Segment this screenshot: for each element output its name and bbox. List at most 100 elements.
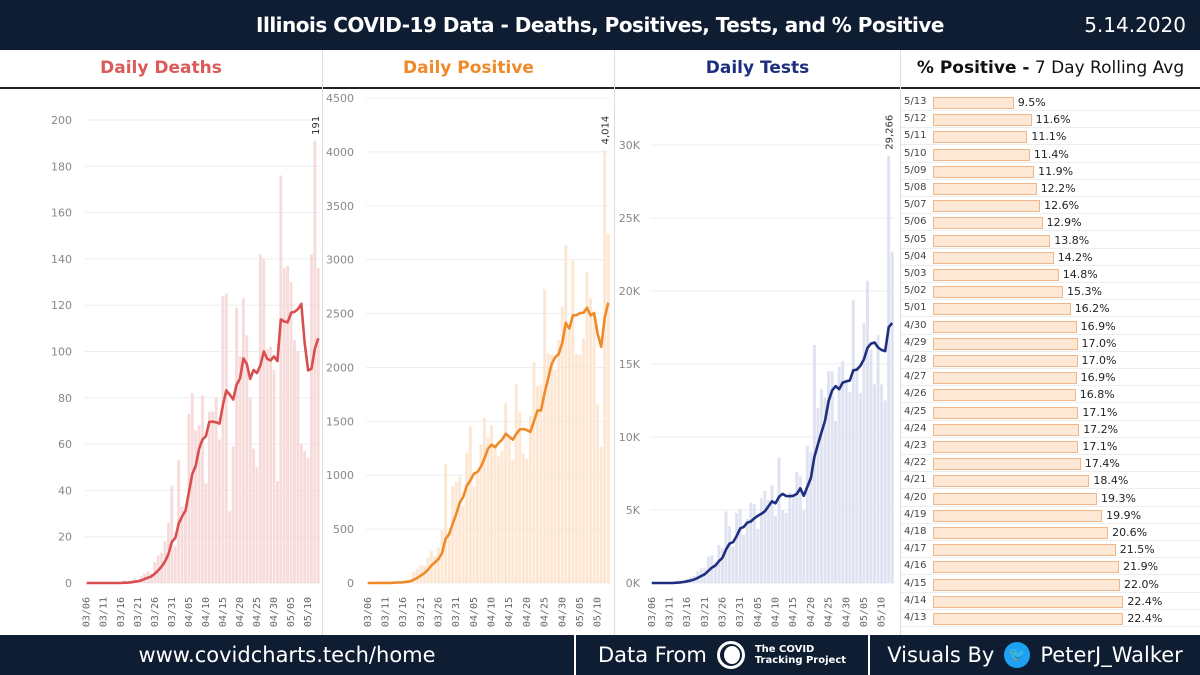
- pct-bar: [933, 131, 1028, 144]
- y-tick-label: 160: [51, 207, 72, 220]
- bar: [774, 515, 777, 583]
- pct-value: 11.1%: [1031, 130, 1067, 144]
- page-title: Illinois COVID-19 Data - Deaths, Positiv…: [256, 13, 944, 37]
- pct-row: 4/13 22.4%: [901, 611, 1200, 627]
- bar: [820, 388, 823, 583]
- bar: [731, 546, 735, 583]
- pct-row-date: 4/17: [904, 543, 927, 555]
- pct-bar: [933, 509, 1103, 522]
- x-tick-label: 03/31: [735, 597, 746, 627]
- website-url[interactable]: www.covidcharts.tech/home: [138, 643, 436, 667]
- x-tick-label: 03/21: [133, 597, 144, 627]
- pct-row: 5/09 11.9%: [901, 164, 1200, 180]
- bar: [444, 463, 447, 583]
- pct-bar: [933, 251, 1054, 264]
- pct-row-date: 4/19: [904, 508, 927, 520]
- x-tick-label: 04/20: [522, 597, 533, 627]
- x-tick-label: 03/21: [416, 597, 427, 627]
- y-tick-label: 180: [51, 160, 72, 173]
- bar: [255, 467, 259, 583]
- x-tick-label: 04/10: [487, 597, 498, 627]
- x-tick-label: 03/06: [82, 597, 93, 627]
- credits: Visuals By 🐦 PeterJ_Walker: [870, 635, 1200, 675]
- pct-row: 4/15 22.0%: [901, 577, 1200, 593]
- bar: [564, 244, 568, 583]
- pct-row: 5/05 13.8%: [901, 233, 1200, 249]
- bar: [293, 339, 296, 583]
- deaths-title: Daily Deaths: [0, 50, 323, 87]
- x-tick-label: 04/05: [753, 597, 764, 627]
- bar: [880, 384, 884, 583]
- divider: [322, 50, 323, 635]
- bar: [830, 371, 834, 583]
- bar: [599, 446, 603, 583]
- pct-bar: [933, 458, 1081, 471]
- pct-row: 5/10 11.4%: [901, 147, 1200, 163]
- twitter-handle[interactable]: PeterJ_Walker: [1040, 643, 1183, 667]
- bar: [784, 512, 788, 583]
- pct-row: 4/30 16.9%: [901, 319, 1200, 335]
- y-tick-label: 1000: [326, 469, 354, 482]
- pct-row-date: 5/04: [904, 250, 927, 262]
- bar: [415, 569, 419, 583]
- pct-value: 22.4%: [1127, 612, 1163, 625]
- pct-bar: [933, 578, 1120, 591]
- pct-row: 5/12 11.6%: [901, 112, 1200, 129]
- bar: [493, 443, 497, 583]
- divider: [574, 635, 576, 675]
- bar: [437, 547, 440, 583]
- pct-row: 4/21 18.4%: [901, 473, 1200, 490]
- x-tick-label: 03/11: [380, 597, 391, 627]
- x-tick-label: 03/06: [363, 597, 374, 627]
- pct-row: 5/13 9.5%: [901, 95, 1200, 111]
- pct-bar: [933, 320, 1077, 333]
- bar: [809, 451, 813, 583]
- y-tick-label: 60: [58, 438, 72, 451]
- bar: [412, 571, 416, 583]
- x-tick-label: 04/30: [269, 597, 280, 627]
- bar: [585, 271, 589, 583]
- y-tick-label: 20K: [619, 285, 641, 298]
- data-source: Data From The COVID Tracking Project: [576, 635, 868, 675]
- website-link[interactable]: www.covidcharts.tech/home: [0, 635, 574, 675]
- bar: [440, 530, 444, 583]
- x-tick-label: 04/10: [201, 597, 212, 627]
- bar: [816, 407, 820, 583]
- peak-data-label: 29,266: [885, 115, 896, 150]
- pct-row-date: 5/12: [904, 113, 927, 125]
- bar: [231, 446, 235, 583]
- source-line2: Tracking Project: [754, 655, 847, 666]
- pct-positive-chart: 5/13 9.5% 5/12 11.6% 5/11 11.1% 5/10 11.4% 5/09 1…: [901, 89, 1200, 635]
- pct-value: 21.5%: [1119, 543, 1155, 557]
- pct-value: 15.3%: [1067, 285, 1102, 299]
- bar: [303, 451, 307, 583]
- bar: [194, 430, 198, 583]
- x-tick-label: 04/15: [788, 597, 799, 627]
- bar: [221, 295, 225, 583]
- bar: [721, 547, 724, 583]
- bar: [454, 482, 458, 583]
- pct-bar: [933, 544, 1116, 557]
- pct-row: 4/17 21.5%: [901, 542, 1200, 559]
- pct-bar: [933, 613, 1124, 625]
- pct-row: 4/19 19.9%: [901, 508, 1200, 524]
- bar: [596, 404, 600, 583]
- x-tick-label: 03/11: [664, 597, 675, 627]
- bar: [770, 485, 774, 583]
- pct-value: 13.8%: [1054, 233, 1090, 247]
- y-tick-label: 3500: [326, 200, 354, 213]
- pct-row-date: 4/18: [904, 526, 927, 537]
- bar: [802, 510, 806, 583]
- source-line1: The COVID: [754, 644, 815, 655]
- bar: [197, 425, 201, 583]
- bar: [521, 453, 525, 583]
- bar: [571, 260, 575, 583]
- pct-row: 4/22 17.4%: [901, 456, 1200, 473]
- bar: [763, 491, 767, 583]
- pct-row: 4/25 17.1%: [901, 405, 1200, 421]
- bar: [479, 444, 483, 583]
- bar: [286, 265, 290, 583]
- y-tick-label: 5K: [626, 504, 641, 517]
- x-tick-label: 03/31: [451, 597, 462, 627]
- pct-row: 5/11 11.1%: [901, 129, 1200, 146]
